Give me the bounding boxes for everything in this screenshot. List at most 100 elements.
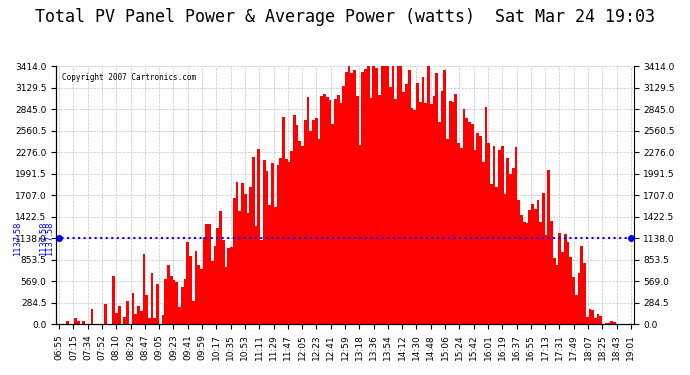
Bar: [386, 48, 388, 324]
Bar: [460, 148, 463, 324]
Bar: [339, 103, 342, 324]
Bar: [515, 147, 518, 324]
Bar: [288, 162, 290, 324]
Bar: [222, 240, 225, 324]
Bar: [408, 70, 411, 324]
Bar: [326, 97, 328, 324]
Bar: [74, 318, 77, 324]
Bar: [391, 35, 394, 324]
Bar: [608, 322, 611, 324]
Bar: [197, 265, 200, 324]
Bar: [373, 61, 375, 324]
Bar: [575, 295, 578, 324]
Bar: [293, 115, 296, 324]
Bar: [351, 73, 353, 324]
Bar: [359, 144, 362, 324]
Bar: [378, 95, 381, 324]
Bar: [320, 96, 323, 324]
Bar: [90, 309, 93, 324]
Bar: [219, 211, 222, 324]
Bar: [394, 99, 397, 324]
Bar: [444, 70, 446, 324]
Bar: [104, 304, 107, 324]
Bar: [583, 263, 586, 324]
Bar: [266, 171, 268, 324]
Bar: [553, 258, 555, 324]
Bar: [416, 82, 419, 324]
Bar: [304, 120, 306, 324]
Bar: [586, 317, 589, 324]
Bar: [323, 94, 326, 324]
Bar: [542, 192, 544, 324]
Bar: [112, 276, 115, 324]
Bar: [367, 27, 370, 324]
Bar: [317, 139, 320, 324]
Bar: [277, 165, 279, 324]
Bar: [225, 267, 227, 324]
Bar: [487, 142, 490, 324]
Bar: [137, 306, 140, 324]
Bar: [140, 312, 143, 324]
Bar: [189, 256, 192, 324]
Bar: [613, 322, 616, 324]
Text: 1137.58: 1137.58: [12, 221, 21, 256]
Bar: [564, 234, 566, 324]
Bar: [435, 73, 438, 324]
Bar: [153, 318, 156, 324]
Bar: [285, 159, 288, 324]
Bar: [452, 102, 455, 324]
Bar: [589, 309, 591, 324]
Bar: [498, 150, 501, 324]
Bar: [405, 84, 408, 324]
Bar: [302, 146, 304, 324]
Bar: [175, 282, 178, 324]
Text: Total PV Panel Power & Average Power (watts)  Sat Mar 24 19:03: Total PV Panel Power & Average Power (wa…: [35, 8, 655, 26]
Bar: [334, 99, 337, 324]
Bar: [164, 279, 167, 324]
Bar: [135, 314, 137, 324]
Bar: [274, 207, 277, 324]
Bar: [255, 226, 257, 324]
Bar: [531, 204, 534, 324]
Bar: [290, 151, 293, 324]
Bar: [512, 168, 515, 324]
Bar: [526, 224, 529, 324]
Bar: [268, 205, 271, 324]
Bar: [296, 125, 299, 324]
Bar: [578, 273, 580, 324]
Bar: [580, 246, 583, 324]
Bar: [126, 302, 129, 324]
Bar: [306, 97, 309, 324]
Bar: [353, 69, 356, 324]
Bar: [501, 146, 504, 324]
Bar: [400, 19, 402, 324]
Bar: [345, 72, 348, 324]
Bar: [238, 211, 241, 324]
Bar: [246, 213, 249, 324]
Bar: [537, 200, 540, 324]
Bar: [167, 265, 170, 324]
Bar: [375, 68, 378, 324]
Bar: [364, 69, 367, 324]
Bar: [419, 102, 422, 324]
Bar: [342, 86, 345, 324]
Bar: [249, 187, 252, 324]
Bar: [540, 222, 542, 324]
Bar: [534, 209, 537, 324]
Bar: [118, 306, 121, 324]
Bar: [181, 287, 184, 324]
Bar: [479, 136, 482, 324]
Bar: [172, 280, 175, 324]
Bar: [312, 120, 315, 324]
Bar: [457, 142, 460, 324]
Bar: [463, 110, 465, 324]
Bar: [203, 237, 206, 324]
Bar: [271, 164, 274, 324]
Bar: [388, 87, 391, 324]
Bar: [476, 134, 479, 324]
Bar: [547, 170, 550, 324]
Bar: [170, 276, 172, 324]
Bar: [235, 182, 238, 324]
Bar: [529, 210, 531, 324]
Bar: [192, 301, 195, 324]
